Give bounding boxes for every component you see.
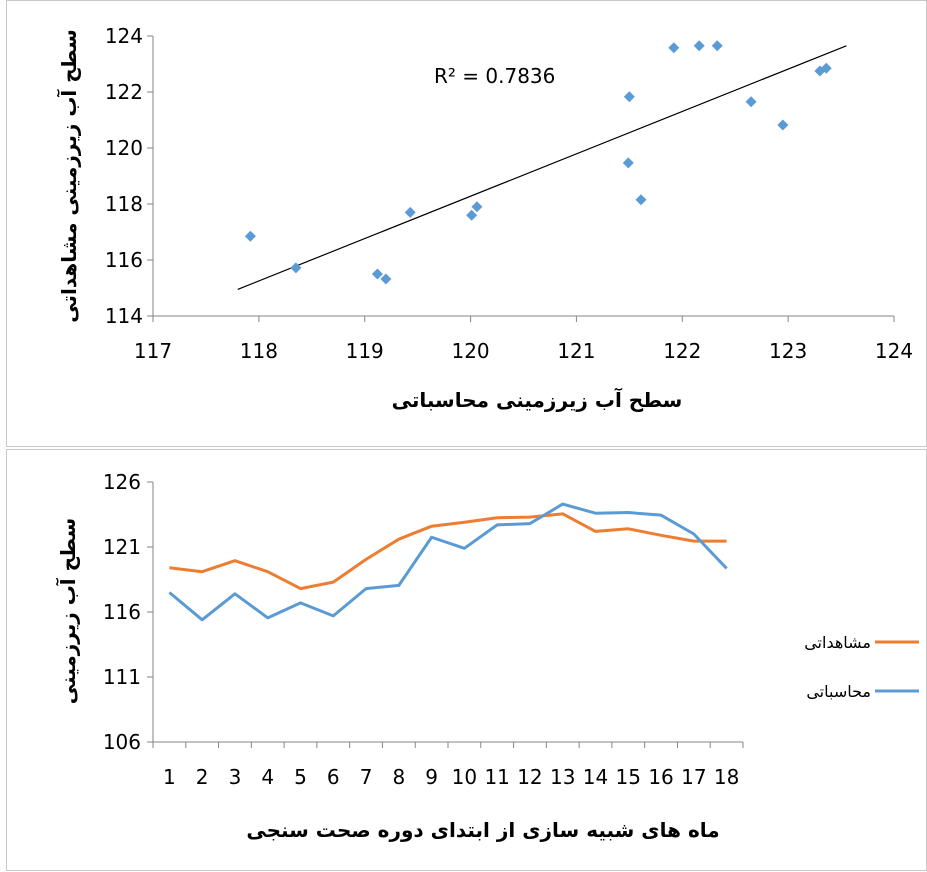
scatter-x-tick-label: 123 [769, 339, 807, 363]
scatter-x-tick-label: 122 [663, 339, 701, 363]
line-series-group [168, 502, 728, 622]
scatter-y-axis-title: سطح آب زیرزمینی مشاهداتی [56, 29, 81, 323]
line-x-tick-label: 13 [550, 765, 575, 789]
line-x-tick-label: 4 [261, 765, 274, 789]
scatter-trendline-group [237, 45, 847, 290]
scatter-tick-labels: 114 116 118 120 122 124 117 118 119 120 121 122 123 1… [105, 24, 913, 363]
scatter-point [635, 194, 647, 206]
legend-label: محاسباتی [806, 682, 871, 701]
scatter-point [668, 42, 680, 54]
line-x-tick-label: 9 [425, 765, 438, 789]
line-x-tick-label: 18 [714, 765, 739, 789]
line-x-tick-label: 7 [360, 765, 373, 789]
scatter-x-tick-label: 124 [875, 339, 913, 363]
line-y-tick-label: 106 [103, 730, 141, 754]
scatter-point [711, 40, 723, 52]
line-x-tick-label: 11 [484, 765, 509, 789]
scatter-point [290, 262, 302, 274]
line-x-tick-label: 14 [583, 765, 608, 789]
line-y-tick-label: 111 [103, 665, 141, 689]
scatter-chart-panel: 114 116 118 120 122 124 117 118 119 120 121 122 123 1… [6, 0, 927, 447]
scatter-points-group [244, 40, 832, 285]
line-y-tick-label: 121 [103, 535, 141, 559]
line-x-tick-label: 2 [196, 765, 209, 789]
line-y-axis-title: سطح آب زیرزمینی [55, 518, 80, 704]
line-x-tick-label: 3 [229, 765, 242, 789]
scatter-y-tick-label: 114 [105, 304, 143, 328]
scatter-x-axis-title: سطح آب زیرزمینی محاسباتی [392, 387, 683, 412]
scatter-x-tick-label: 118 [240, 339, 278, 363]
line-y-tick-label: 116 [103, 600, 141, 624]
line-x-tick-label: 6 [327, 765, 340, 789]
scatter-y-tick-label: 118 [105, 192, 143, 216]
scatter-y-tick-label: 124 [105, 24, 143, 48]
scatter-point [404, 206, 416, 218]
scatter-point [622, 157, 634, 169]
scatter-y-tick-label: 122 [105, 80, 143, 104]
line-series-2 [168, 502, 728, 622]
line-x-tick-label: 12 [517, 765, 542, 789]
scatter-trendline [237, 45, 847, 290]
scatter-point [777, 119, 789, 131]
line-x-tick-label: 16 [648, 765, 673, 789]
scatter-y-tick-label: 116 [105, 248, 143, 272]
line-legend: مشاهداتی محاسباتی [804, 633, 919, 701]
scatter-point [693, 40, 705, 52]
line-series-1 [169, 512, 727, 591]
scatter-x-tick-label: 120 [451, 339, 489, 363]
line-x-axis-title: ماه های شبیه سازی از ابتدای دوره صحت سنج… [246, 818, 719, 842]
scatter-point [745, 96, 757, 108]
scatter-x-tick-label: 119 [346, 339, 384, 363]
scatter-chart: 114 116 118 120 122 124 117 118 119 120 121 122 123 1… [56, 24, 913, 412]
line-x-tick-label: 1 [163, 765, 176, 789]
scatter-point [244, 230, 256, 242]
line-axes [147, 481, 744, 748]
scatter-point [466, 209, 478, 221]
scatter-y-tick-label: 120 [105, 136, 143, 160]
scatter-x-tick-label: 117 [134, 339, 172, 363]
line-y-tick-label: 126 [103, 470, 141, 494]
line-x-tick-label: 5 [294, 765, 307, 789]
r-squared-annotation: R² = 0.7836 [434, 64, 555, 88]
line-x-tick-label: 17 [681, 765, 706, 789]
scatter-point [471, 201, 483, 213]
line-x-tick-label: 10 [452, 765, 477, 789]
scatter-axes [147, 35, 895, 322]
line-x-tick-label: 15 [616, 765, 641, 789]
line-chart-panel: 106 111 116 121 126 1 2 3 4 5 6 7 8 9 10 11 12 13 14 15 16 17… [6, 449, 927, 871]
scatter-point [380, 273, 392, 285]
scatter-x-tick-label: 121 [557, 339, 595, 363]
line-x-tick-label: 8 [392, 765, 405, 789]
legend-label: مشاهداتی [804, 633, 871, 652]
scatter-point [371, 268, 383, 280]
scatter-point [820, 62, 832, 74]
scatter-point [623, 91, 635, 103]
